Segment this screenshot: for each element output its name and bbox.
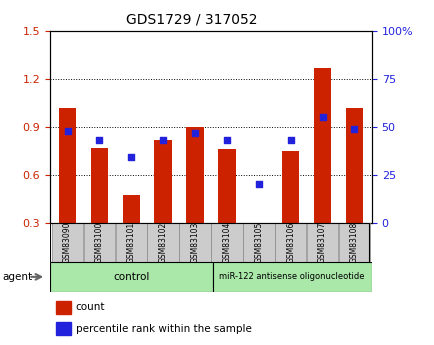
Bar	[52, 223, 83, 262]
Text: GSM83090: GSM83090	[63, 221, 72, 263]
Bar	[56, 301, 71, 314]
Point	[96, 137, 103, 143]
Bar	[186, 127, 204, 223]
Bar	[306, 223, 338, 262]
Text: GSM83100: GSM83100	[95, 222, 104, 263]
Point	[159, 137, 166, 143]
Bar	[210, 223, 242, 262]
Bar	[154, 139, 171, 223]
Text: GSM83107: GSM83107	[317, 222, 326, 263]
Bar	[217, 149, 235, 223]
Bar	[274, 223, 306, 262]
Text: control: control	[113, 272, 149, 282]
Point	[191, 130, 198, 135]
Point	[255, 181, 262, 187]
Bar	[338, 223, 369, 262]
Point	[223, 137, 230, 143]
Point	[286, 137, 293, 143]
Text: GSM83105: GSM83105	[254, 222, 263, 263]
Bar	[59, 108, 76, 223]
Text: percentile rank within the sample: percentile rank within the sample	[76, 324, 251, 334]
Point	[64, 128, 71, 134]
Bar	[83, 223, 115, 262]
Point	[128, 155, 135, 160]
Point	[318, 115, 325, 120]
Text: GSM83104: GSM83104	[222, 222, 231, 263]
Text: GDS1729 / 317052: GDS1729 / 317052	[125, 12, 256, 26]
Text: GSM83106: GSM83106	[286, 222, 295, 263]
Text: miR-122 antisense oligonucleotide: miR-122 antisense oligonucleotide	[219, 272, 364, 282]
Bar	[313, 68, 331, 223]
Bar	[122, 195, 140, 223]
Bar	[345, 108, 362, 223]
Bar	[250, 223, 267, 226]
Text: GSM83101: GSM83101	[126, 222, 135, 263]
Bar	[179, 223, 210, 262]
Bar	[281, 151, 299, 223]
Bar	[147, 223, 178, 262]
Text: GSM83102: GSM83102	[158, 222, 167, 263]
Bar	[243, 223, 274, 262]
Text: GSM83103: GSM83103	[190, 222, 199, 263]
Bar	[212, 262, 371, 292]
Bar	[56, 322, 71, 335]
Bar	[115, 223, 147, 262]
Text: GSM83108: GSM83108	[349, 222, 358, 263]
Text: agent: agent	[2, 272, 32, 282]
Bar	[50, 262, 212, 292]
Text: count: count	[76, 303, 105, 313]
Bar	[90, 148, 108, 223]
Point	[350, 126, 357, 131]
